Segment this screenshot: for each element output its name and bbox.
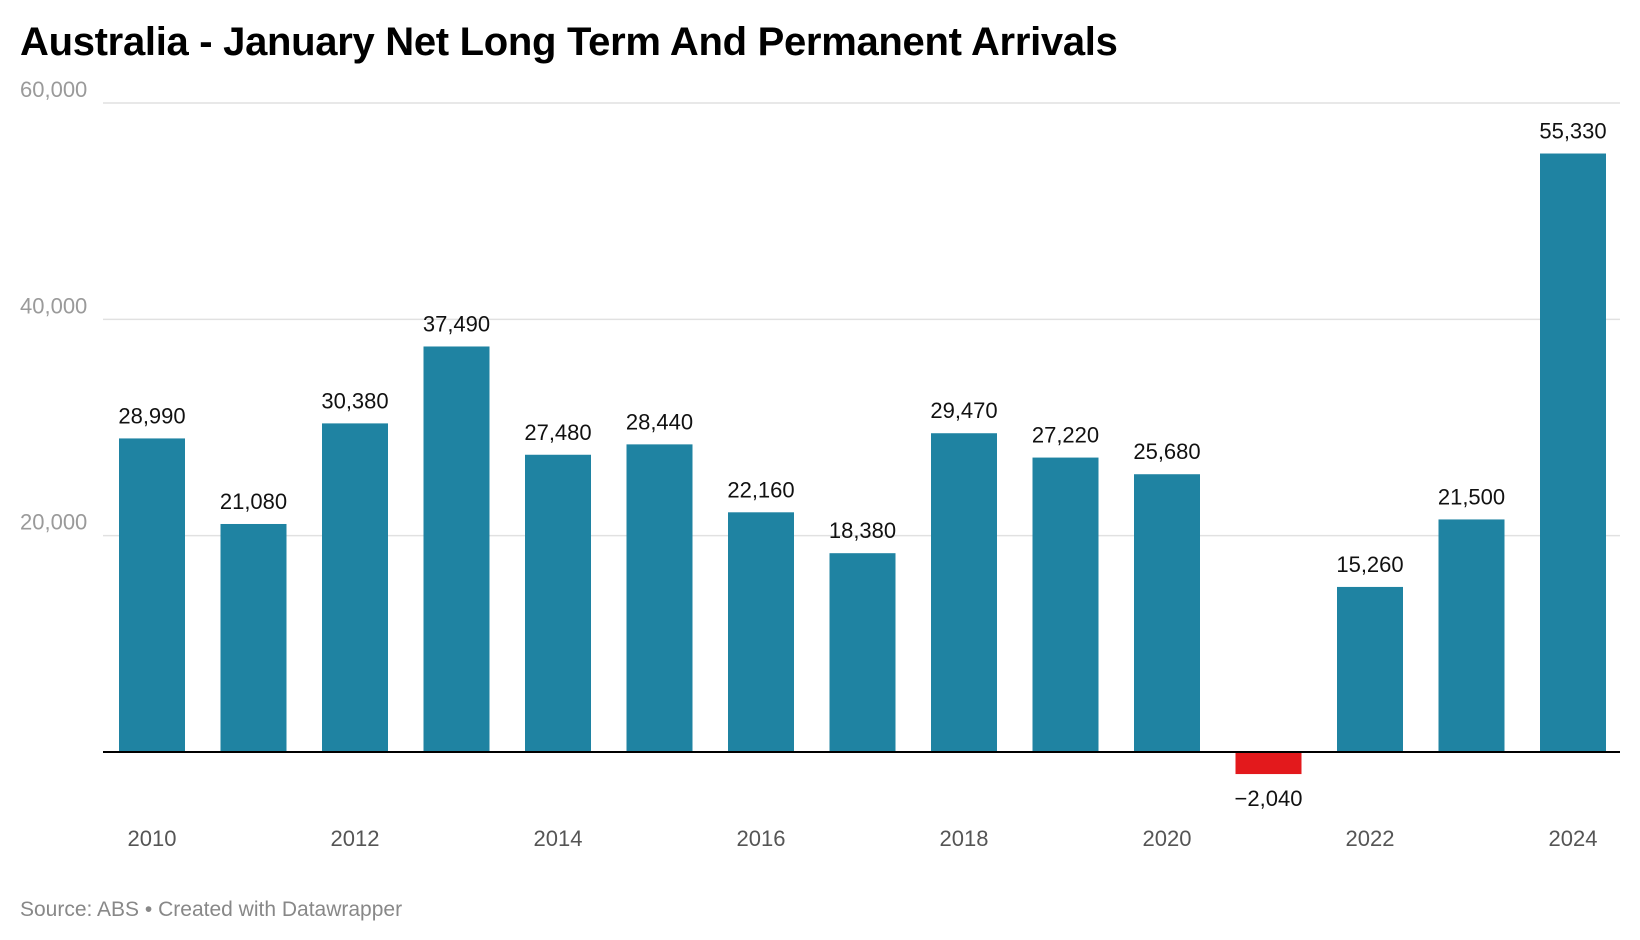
bar bbox=[322, 423, 388, 752]
bar bbox=[423, 346, 490, 752]
value-label: 25,680 bbox=[1133, 439, 1200, 464]
value-label: 29,470 bbox=[930, 398, 997, 423]
source-note: Source: ABS bbox=[20, 898, 140, 921]
credit-note: Created with Datawrapper bbox=[158, 898, 403, 921]
x-tick-label: 2020 bbox=[1143, 826, 1192, 851]
bar bbox=[1438, 519, 1505, 752]
x-tick-label: 2022 bbox=[1346, 826, 1395, 851]
bar bbox=[931, 433, 997, 752]
bars bbox=[119, 153, 1606, 775]
bar bbox=[1337, 586, 1403, 752]
bar bbox=[1235, 752, 1302, 775]
y-tick-label: 60,000 bbox=[20, 77, 87, 102]
footer-separator: • bbox=[144, 898, 153, 921]
x-tick-label: 2018 bbox=[940, 826, 989, 851]
bar bbox=[1540, 153, 1606, 752]
value-label: 28,440 bbox=[626, 409, 693, 434]
value-label: 27,220 bbox=[1032, 423, 1099, 448]
value-label: 55,330 bbox=[1539, 119, 1606, 144]
bar bbox=[1134, 474, 1200, 752]
x-tick-label: 2024 bbox=[1549, 826, 1598, 851]
bar bbox=[1032, 457, 1099, 752]
value-label: 21,080 bbox=[220, 489, 287, 514]
value-label: 37,490 bbox=[423, 311, 490, 336]
bar bbox=[829, 553, 896, 752]
value-label: 15,260 bbox=[1336, 552, 1403, 577]
bar bbox=[525, 454, 591, 752]
value-label: 30,380 bbox=[321, 388, 388, 413]
chart-title: Australia - January Net Long Term And Pe… bbox=[20, 20, 1118, 64]
value-label: 22,160 bbox=[727, 477, 794, 502]
y-tick-label: 40,000 bbox=[20, 293, 87, 318]
value-label: 27,480 bbox=[524, 420, 591, 445]
bar bbox=[728, 512, 794, 752]
x-tick-label: 2010 bbox=[128, 826, 177, 851]
value-labels: 28,990 21,080 30,380 37,490 27,480 28,440 22,1… bbox=[118, 119, 1606, 812]
axis-labels: 20,000 40,000 60,000 2010 2012 2014 2016 2018 20… bbox=[20, 77, 1597, 851]
bar bbox=[626, 444, 693, 752]
bar bbox=[220, 523, 287, 752]
x-tick-label: 2014 bbox=[534, 826, 583, 851]
x-tick-label: 2012 bbox=[331, 826, 380, 851]
y-tick-label: 20,000 bbox=[20, 510, 87, 535]
value-label: −2,040 bbox=[1235, 786, 1303, 811]
value-label: 21,500 bbox=[1438, 484, 1505, 509]
x-tick-label: 2016 bbox=[737, 826, 786, 851]
bar bbox=[119, 438, 185, 752]
chart-footer: Source: ABS • Created with Datawrapper bbox=[20, 898, 402, 922]
value-label: 28,990 bbox=[118, 403, 185, 428]
value-label: 18,380 bbox=[829, 518, 896, 543]
